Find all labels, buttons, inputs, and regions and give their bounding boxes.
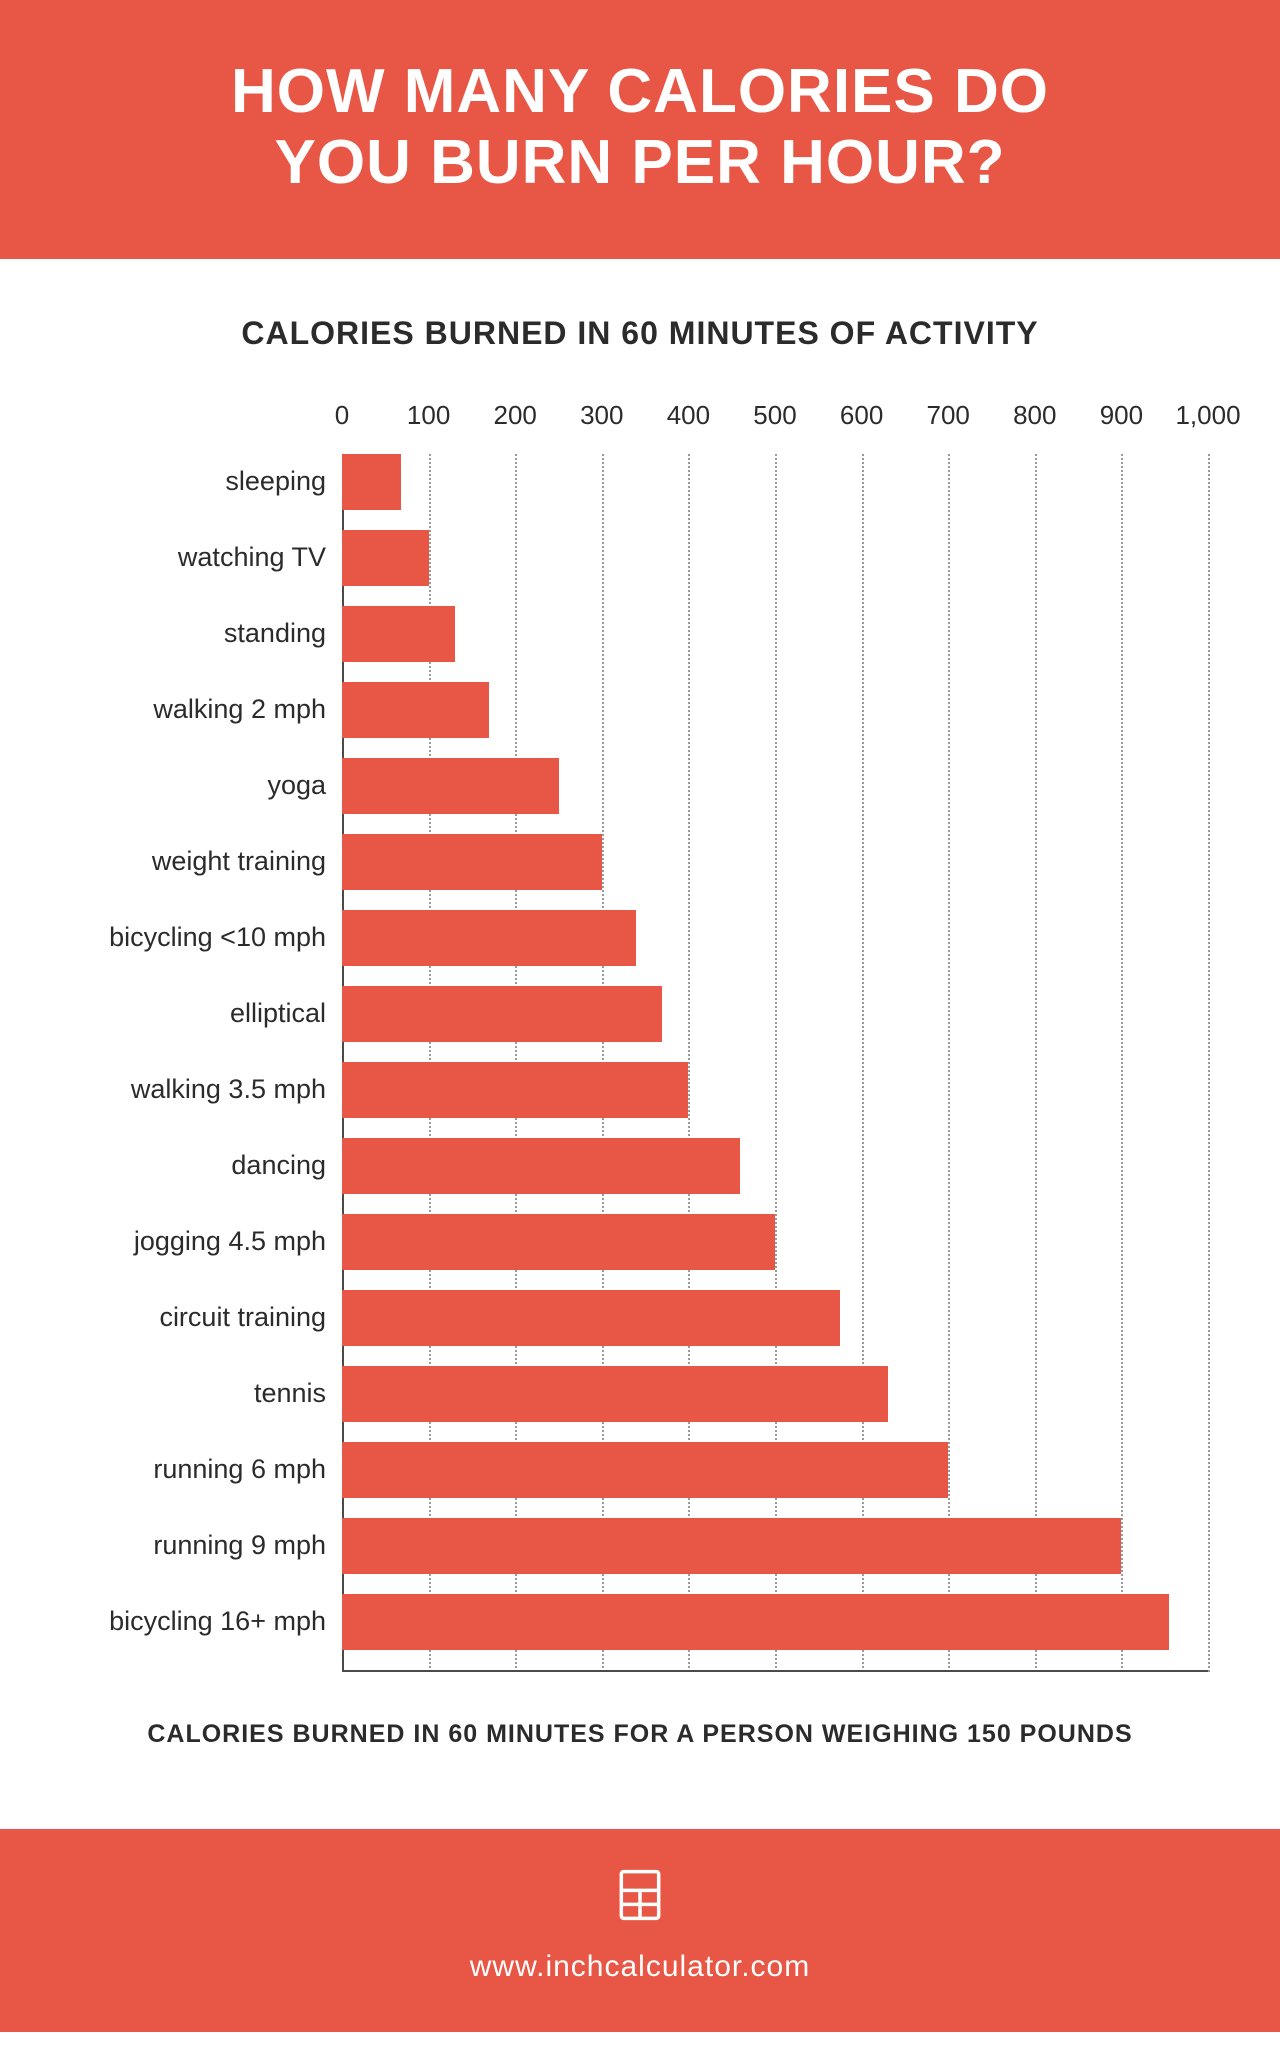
- x-tick: 0: [335, 400, 349, 431]
- bar: [342, 1518, 1121, 1574]
- x-tick: 700: [926, 400, 969, 431]
- bar: [342, 834, 602, 890]
- bar: [342, 454, 401, 510]
- footer-banner: www.inchcalculator.com: [0, 1829, 1280, 2032]
- chart-subtitle: CALORIES BURNED IN 60 MINUTES OF ACTIVIT…: [72, 315, 1208, 352]
- bar-track: [342, 1366, 1208, 1422]
- bar-track: [342, 1214, 1208, 1270]
- bar-track: [342, 834, 1208, 890]
- x-tick-labels: 01002003004005006007008009001,000: [342, 400, 1208, 428]
- x-tick: 400: [667, 400, 710, 431]
- x-axis-row: 01002003004005006007008009001,000: [72, 400, 1208, 428]
- x-tick: 500: [753, 400, 796, 431]
- bars-area: sleepingwatching TVstandingwalking 2 mph…: [72, 454, 1208, 1672]
- bar: [342, 606, 455, 662]
- x-tick: 900: [1100, 400, 1143, 431]
- bar-track: [342, 1442, 1208, 1498]
- bar: [342, 1214, 775, 1270]
- title-line-1: HOW MANY CALORIES DO: [231, 57, 1049, 126]
- bar-track: [342, 758, 1208, 814]
- bar: [342, 758, 559, 814]
- calculator-icon: [612, 1867, 668, 1928]
- x-tick: 1,000: [1175, 400, 1240, 431]
- bar-track: [342, 1062, 1208, 1118]
- bar-track: [342, 910, 1208, 966]
- bar: [342, 682, 489, 738]
- axis-label-spacer: [72, 400, 342, 428]
- x-tick: 600: [840, 400, 883, 431]
- bar-track: [342, 1594, 1208, 1650]
- bar: [342, 1442, 948, 1498]
- bar-track: [342, 1290, 1208, 1346]
- x-tick: 100: [407, 400, 450, 431]
- x-tick: 200: [493, 400, 536, 431]
- bar-track: [342, 1138, 1208, 1194]
- bar: [342, 1594, 1169, 1650]
- chart-footnote: CALORIES BURNED IN 60 MINUTES FOR A PERS…: [72, 1720, 1208, 1749]
- bar-track: [342, 530, 1208, 586]
- bar: [342, 1366, 888, 1422]
- x-axis-line: [342, 1670, 1208, 1672]
- bar-track: [342, 682, 1208, 738]
- footer-url[interactable]: www.inchcalculator.com: [0, 1950, 1280, 1984]
- bar: [342, 1138, 740, 1194]
- bar: [342, 530, 429, 586]
- chart-section: CALORIES BURNED IN 60 MINUTES OF ACTIVIT…: [0, 259, 1280, 1829]
- gridline: [1208, 454, 1210, 1672]
- title-line-2: YOU BURN PER HOUR?: [274, 128, 1005, 197]
- bar: [342, 1062, 688, 1118]
- bar: [342, 986, 662, 1042]
- bar: [342, 1290, 840, 1346]
- bar-track: [342, 454, 1208, 510]
- bar: [342, 910, 636, 966]
- bar-track: [342, 606, 1208, 662]
- bar-track: [342, 1518, 1208, 1574]
- x-tick: 800: [1013, 400, 1056, 431]
- x-tick: 300: [580, 400, 623, 431]
- page-title: HOW MANY CALORIES DO YOU BURN PER HOUR?: [40, 56, 1240, 199]
- bar-track: [342, 986, 1208, 1042]
- header-banner: HOW MANY CALORIES DO YOU BURN PER HOUR?: [0, 0, 1280, 259]
- chart-area: 01002003004005006007008009001,000 sleepi…: [72, 400, 1208, 1672]
